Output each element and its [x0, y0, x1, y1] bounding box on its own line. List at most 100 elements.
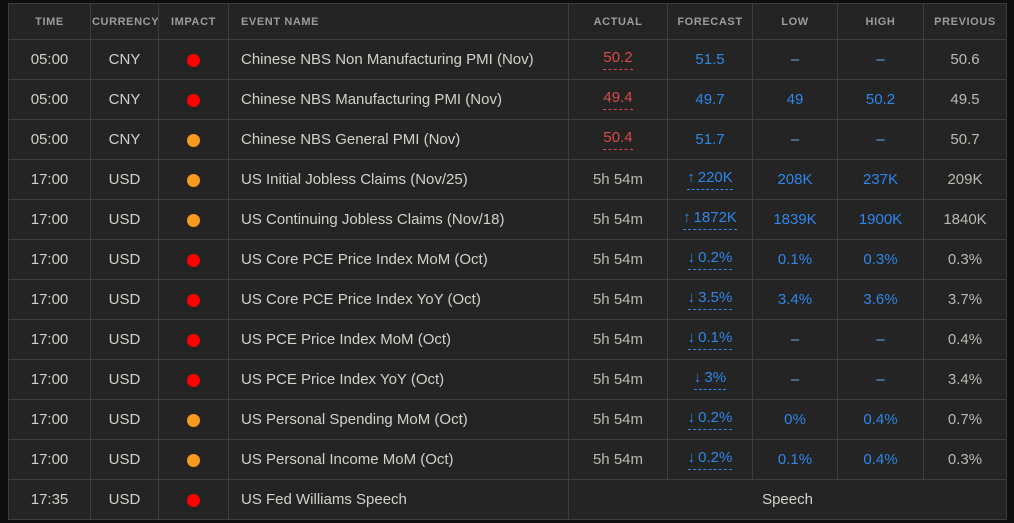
- event-time: 17:00: [8, 399, 91, 440]
- event-time: 05:00: [8, 119, 91, 160]
- event-row[interactable]: 17:00 USD US Initial Jobless Claims (Nov…: [8, 159, 1007, 200]
- actual-value[interactable]: 49.4: [603, 89, 633, 110]
- impact-cell: [158, 359, 229, 400]
- forecast-value[interactable]: ↓ 0.2%: [687, 249, 733, 270]
- previous-value: 209K: [947, 170, 983, 188]
- impact-dot-icon: [187, 213, 200, 227]
- actual-value[interactable]: 50.2: [603, 49, 633, 70]
- impact-dot-icon: [187, 453, 200, 467]
- event-currency: USD: [90, 239, 159, 280]
- actual-cell: 5h 54m: [568, 199, 668, 240]
- actual-value: 5h 54m: [592, 210, 644, 228]
- arrow-down-icon: ↓: [687, 409, 696, 426]
- forecast-value[interactable]: ↓ 3%: [693, 369, 727, 390]
- impact-cell: [158, 79, 229, 120]
- event-currency: USD: [90, 199, 159, 240]
- col-header-impact: IMPACT: [158, 3, 229, 40]
- arrow-up-icon: ↑: [683, 209, 691, 226]
- forecast-value[interactable]: ↑ 220K: [687, 169, 733, 190]
- event-currency: USD: [90, 319, 159, 360]
- arrow-down-icon: ↓: [687, 329, 696, 346]
- impact-dot-icon: [187, 333, 200, 347]
- col-header-actual: ACTUAL: [568, 3, 668, 40]
- event-currency: USD: [90, 279, 159, 320]
- arrow-down-icon: ↓: [687, 449, 696, 466]
- event-row[interactable]: 17:00 USD US Personal Income MoM (Oct) 5…: [8, 439, 1007, 480]
- event-time: 17:35: [8, 479, 91, 520]
- forecast-value[interactable]: ↓ 0.1%: [687, 329, 733, 350]
- high-value: –: [876, 370, 885, 388]
- forecast-value[interactable]: ↓ 0.2%: [687, 449, 733, 470]
- impact-dot-icon: [187, 253, 200, 267]
- impact-cell: [158, 159, 229, 200]
- col-header-forecast: FORECAST: [667, 3, 753, 40]
- col-header-currency: CURRENCY: [90, 3, 159, 40]
- event-row[interactable]: 17:00 USD US PCE Price Index YoY (Oct) 5…: [8, 359, 1007, 400]
- actual-cell: 5h 54m: [568, 319, 668, 360]
- previous-value: 50.6: [950, 50, 980, 68]
- event-time: 17:00: [8, 439, 91, 480]
- high-cell: 3.6%: [837, 279, 924, 320]
- actual-cell: 5h 54m: [568, 239, 668, 280]
- previous-value: 1840K: [943, 210, 987, 228]
- event-row[interactable]: 05:00 CNY Chinese NBS General PMI (Nov) …: [8, 119, 1007, 160]
- col-header-low: LOW: [752, 3, 838, 40]
- previous-cell: 50.6: [923, 39, 1007, 80]
- event-currency: USD: [90, 399, 159, 440]
- forecast-cell: ↑ 220K: [667, 159, 753, 200]
- event-row[interactable]: 17:00 USD US Core PCE Price Index YoY (O…: [8, 279, 1007, 320]
- forecast-value[interactable]: ↑ 1872K: [683, 209, 737, 230]
- low-cell: 3.4%: [752, 279, 838, 320]
- impact-cell: [158, 399, 229, 440]
- col-header-high: HIGH: [837, 3, 924, 40]
- low-cell: 49: [752, 79, 838, 120]
- actual-cell: 50.4: [568, 119, 668, 160]
- high-cell: 50.2: [837, 79, 924, 120]
- forecast-value: 51.7: [695, 130, 725, 148]
- low-cell: 208K: [752, 159, 838, 200]
- forecast-value[interactable]: ↓ 0.2%: [687, 409, 733, 430]
- low-value: 1839K: [773, 210, 817, 228]
- event-row[interactable]: 17:00 USD US Continuing Jobless Claims (…: [8, 199, 1007, 240]
- col-header-time: TIME: [8, 3, 91, 40]
- event-rows: 05:00 CNY Chinese NBS Non Manufacturing …: [8, 39, 1007, 520]
- event-currency: CNY: [90, 119, 159, 160]
- impact-cell: [158, 279, 229, 320]
- event-row[interactable]: 05:00 CNY Chinese NBS Manufacturing PMI …: [8, 79, 1007, 120]
- event-row[interactable]: 17:00 USD US Personal Spending MoM (Oct)…: [8, 399, 1007, 440]
- event-name: US Core PCE Price Index YoY (Oct): [228, 279, 569, 320]
- low-value: –: [790, 370, 800, 388]
- forecast-cell: ↓ 0.1%: [667, 319, 753, 360]
- event-currency: USD: [90, 159, 159, 200]
- previous-value: 49.5: [950, 90, 980, 108]
- event-row[interactable]: 17:00 USD US PCE Price Index MoM (Oct) 5…: [8, 319, 1007, 360]
- previous-cell: 0.4%: [923, 319, 1007, 360]
- previous-cell: 209K: [923, 159, 1007, 200]
- actual-value[interactable]: 50.4: [603, 129, 633, 150]
- low-cell: 0%: [752, 399, 838, 440]
- event-name: US PCE Price Index YoY (Oct): [228, 359, 569, 400]
- event-row[interactable]: 05:00 CNY Chinese NBS Non Manufacturing …: [8, 39, 1007, 80]
- event-row[interactable]: 17:00 USD US Core PCE Price Index MoM (O…: [8, 239, 1007, 280]
- previous-value: 0.7%: [947, 410, 983, 428]
- event-time: 17:00: [8, 359, 91, 400]
- previous-cell: 49.5: [923, 79, 1007, 120]
- high-value: 0.3%: [863, 250, 898, 268]
- event-row[interactable]: 17:35 USD US Fed Williams Speech Speech: [8, 479, 1007, 520]
- event-currency: CNY: [90, 79, 159, 120]
- high-value: 50.2: [865, 90, 896, 108]
- actual-cell: 5h 54m: [568, 359, 668, 400]
- impact-cell: [158, 439, 229, 480]
- forecast-value[interactable]: ↓ 3.5%: [687, 289, 733, 310]
- low-value: 0.1%: [777, 250, 813, 268]
- impact-dot-icon: [187, 53, 200, 67]
- low-cell: 0.1%: [752, 439, 838, 480]
- impact-cell: [158, 119, 229, 160]
- low-cell: 0.1%: [752, 239, 838, 280]
- event-time: 05:00: [8, 39, 91, 80]
- event-name: US Initial Jobless Claims (Nov/25): [228, 159, 569, 200]
- high-cell: 0.4%: [837, 399, 924, 440]
- actual-cell: 50.2: [568, 39, 668, 80]
- forecast-cell: ↓ 0.2%: [667, 439, 753, 480]
